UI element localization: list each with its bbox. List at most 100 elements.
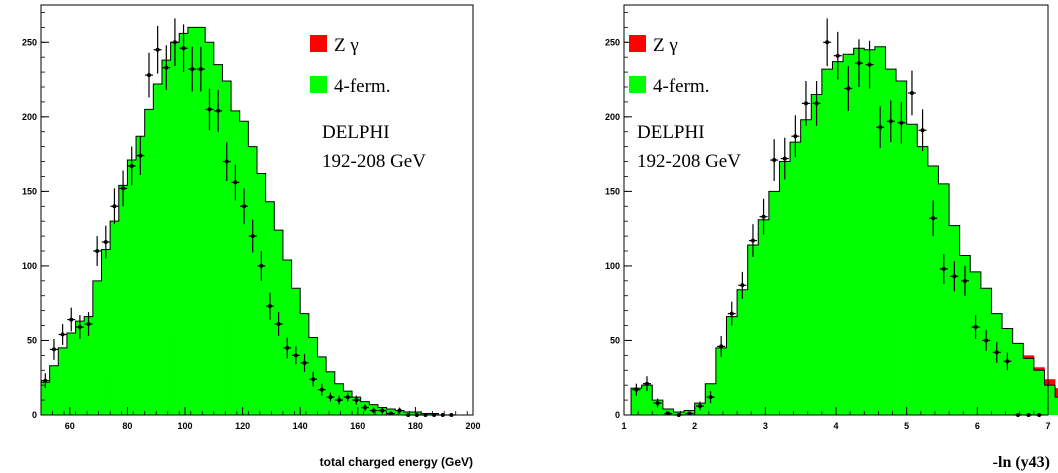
left-data-point [188, 46, 197, 92]
right-data-point [780, 137, 789, 180]
left-x-tick-label: 100 [177, 421, 192, 431]
right-y-tick-label: 0 [615, 410, 620, 420]
left-legend: Z γ 4-ferm. DELPHI 192-208 GeV [310, 35, 426, 172]
left-4ferm-bar [118, 185, 128, 415]
left-4ferm-bar [248, 146, 258, 416]
right-4ferm-histogram [631, 46, 1058, 416]
left-4ferm-bar [136, 136, 145, 415]
right-4ferm-bar [874, 46, 886, 415]
left-data-point [231, 164, 240, 201]
right-4ferm-bar [864, 49, 876, 416]
right-data-point [992, 341, 1001, 363]
left-x-axis-label: total charged energy (GeV) [320, 455, 473, 469]
left-data-point [361, 404, 369, 411]
right-data-point [865, 40, 874, 89]
right-4ferm-bar [885, 69, 897, 415]
right-4ferm-bar [938, 183, 950, 415]
left-4ferm-bar [153, 84, 163, 415]
left-data-point [335, 395, 344, 405]
right-data-point [960, 265, 969, 296]
right-4ferm-bar [980, 288, 992, 415]
left-4ferm-bar [92, 280, 102, 415]
left-4ferm-bar [187, 27, 197, 415]
right-data-point [706, 391, 715, 404]
right-y-tick-label: 50 [610, 335, 620, 345]
right-y-tick-label: 100 [605, 261, 620, 271]
left-x-tick-label: 200 [465, 421, 480, 431]
left-data-point [317, 383, 326, 396]
left-y-tick-label: 250 [22, 37, 37, 47]
right-data-points [632, 18, 1044, 417]
right-data-point [632, 383, 641, 396]
left-x-tick-label: 120 [235, 421, 250, 431]
right-4ferm-bar [800, 119, 812, 416]
left-4ferm-bar [352, 397, 361, 415]
left-4ferm-bar [66, 333, 76, 415]
left-data-point [343, 392, 352, 402]
right-data-point [727, 301, 736, 326]
left-4ferm-bar [239, 121, 249, 416]
left-4ferm-bar [170, 42, 180, 415]
left-data-point [119, 170, 128, 207]
right-y-tick-label: 250 [605, 37, 620, 47]
left-4ferm-bar [144, 109, 154, 415]
right-data-point [939, 253, 948, 284]
left-axes: 60 80 100 120 140 160 180 200 0 50 100 150 200 250 [22, 12, 481, 431]
right-4ferm-bar [843, 54, 854, 415]
right-4ferm-bar [927, 166, 939, 415]
right-4ferm-bar [737, 289, 748, 415]
left-total-outline [40, 26, 473, 416]
right-x-tick-label: 3 [763, 421, 768, 431]
right-4ferm-bar [1044, 385, 1056, 415]
right-4ferm-bar [811, 94, 823, 416]
right-total-outline-path [630, 46, 1058, 415]
right-data-point [642, 376, 651, 392]
right-data-point [971, 315, 980, 339]
right-data-point [801, 81, 810, 126]
right-data-point [907, 70, 916, 116]
right-legend: Z γ 4-ferm. DELPHI 192-208 GeV [629, 35, 741, 172]
right-data-point [823, 18, 832, 67]
left-data-point [101, 225, 110, 259]
right-data-point [759, 198, 768, 235]
left-data-point [300, 353, 309, 372]
left-data-point [162, 45, 171, 90]
left-x-tick-label: 180 [408, 421, 423, 431]
right-4ferm-bar [1033, 370, 1045, 415]
left-4ferm-bar [101, 249, 111, 415]
left-data-point [93, 236, 102, 266]
left-y-tick-label: 50 [27, 335, 37, 345]
left-data-point [145, 52, 153, 98]
right-x-tick-label: 7 [1045, 421, 1050, 431]
right-4ferm-bar [853, 48, 865, 416]
left-legend-zgamma-label: Z γ [334, 35, 359, 56]
left-data-point [214, 89, 223, 132]
left-data-point [49, 338, 58, 360]
left-data-point [274, 312, 283, 336]
left-y-tick-label: 150 [22, 186, 37, 196]
left-4ferm-bar [75, 321, 85, 415]
left-data-point [58, 324, 67, 345]
left-data-point [222, 142, 231, 181]
right-4ferm-bar [768, 191, 780, 415]
left-data-point [283, 337, 292, 359]
left-4ferm-bar [110, 221, 120, 415]
right-4ferm-bar [1023, 358, 1035, 415]
right-data-point [791, 115, 800, 158]
right-y-tick-label: 150 [605, 186, 620, 196]
left-data-point [378, 407, 387, 414]
left-4ferm-bar [179, 33, 189, 416]
left-data-point [248, 219, 257, 253]
left-data-point [196, 46, 205, 92]
right-data-point [950, 261, 959, 292]
left-4ferm-bar [213, 64, 223, 416]
right-4ferm-bar [832, 61, 844, 416]
right-data-point [695, 401, 704, 411]
left-data-point [205, 88, 214, 131]
left-data-point [84, 312, 93, 336]
left-4ferm-bar [205, 42, 215, 415]
left-y-tick-label: 0 [32, 410, 37, 420]
left-4ferm-bar [231, 110, 241, 415]
left-x-tick-label: 60 [65, 421, 75, 431]
right-x-tick-label: 1 [621, 421, 626, 431]
